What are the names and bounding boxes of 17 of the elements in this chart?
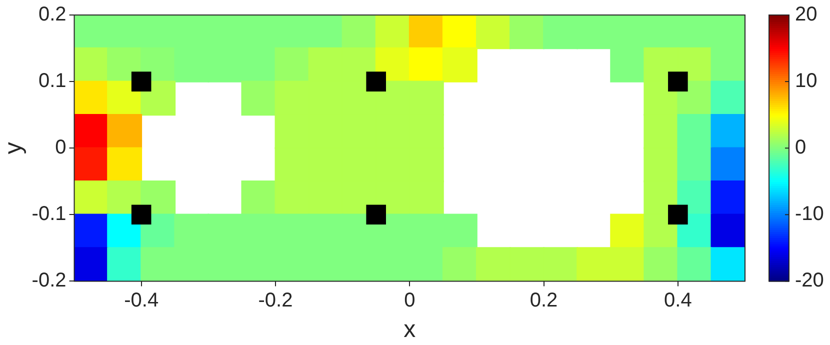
x-tick-label: 0.4 (664, 290, 692, 312)
y-tick-label: -0.1 (32, 203, 66, 226)
x-tick-label: 0.2 (530, 290, 558, 312)
x-tick-label: -0.2 (258, 290, 293, 312)
color-bar-label: 10 (795, 70, 818, 92)
color-bar-label: -10 (795, 203, 824, 226)
x-tick-label: -0.4 (124, 290, 159, 312)
color-bar-label: 20 (795, 4, 818, 26)
y-tick-label: -0.2 (32, 270, 66, 292)
y-axis-title: y (0, 142, 28, 154)
y-tick-label: 0 (55, 136, 66, 159)
x-axis-title: x (404, 316, 416, 344)
y-tick-label: 0.2 (38, 4, 66, 26)
y-tick-label: 0.1 (38, 70, 66, 92)
color-bar-label: 0 (795, 136, 806, 159)
x-tick-label: 0 (404, 290, 416, 312)
color-bar-label: -20 (795, 270, 824, 292)
